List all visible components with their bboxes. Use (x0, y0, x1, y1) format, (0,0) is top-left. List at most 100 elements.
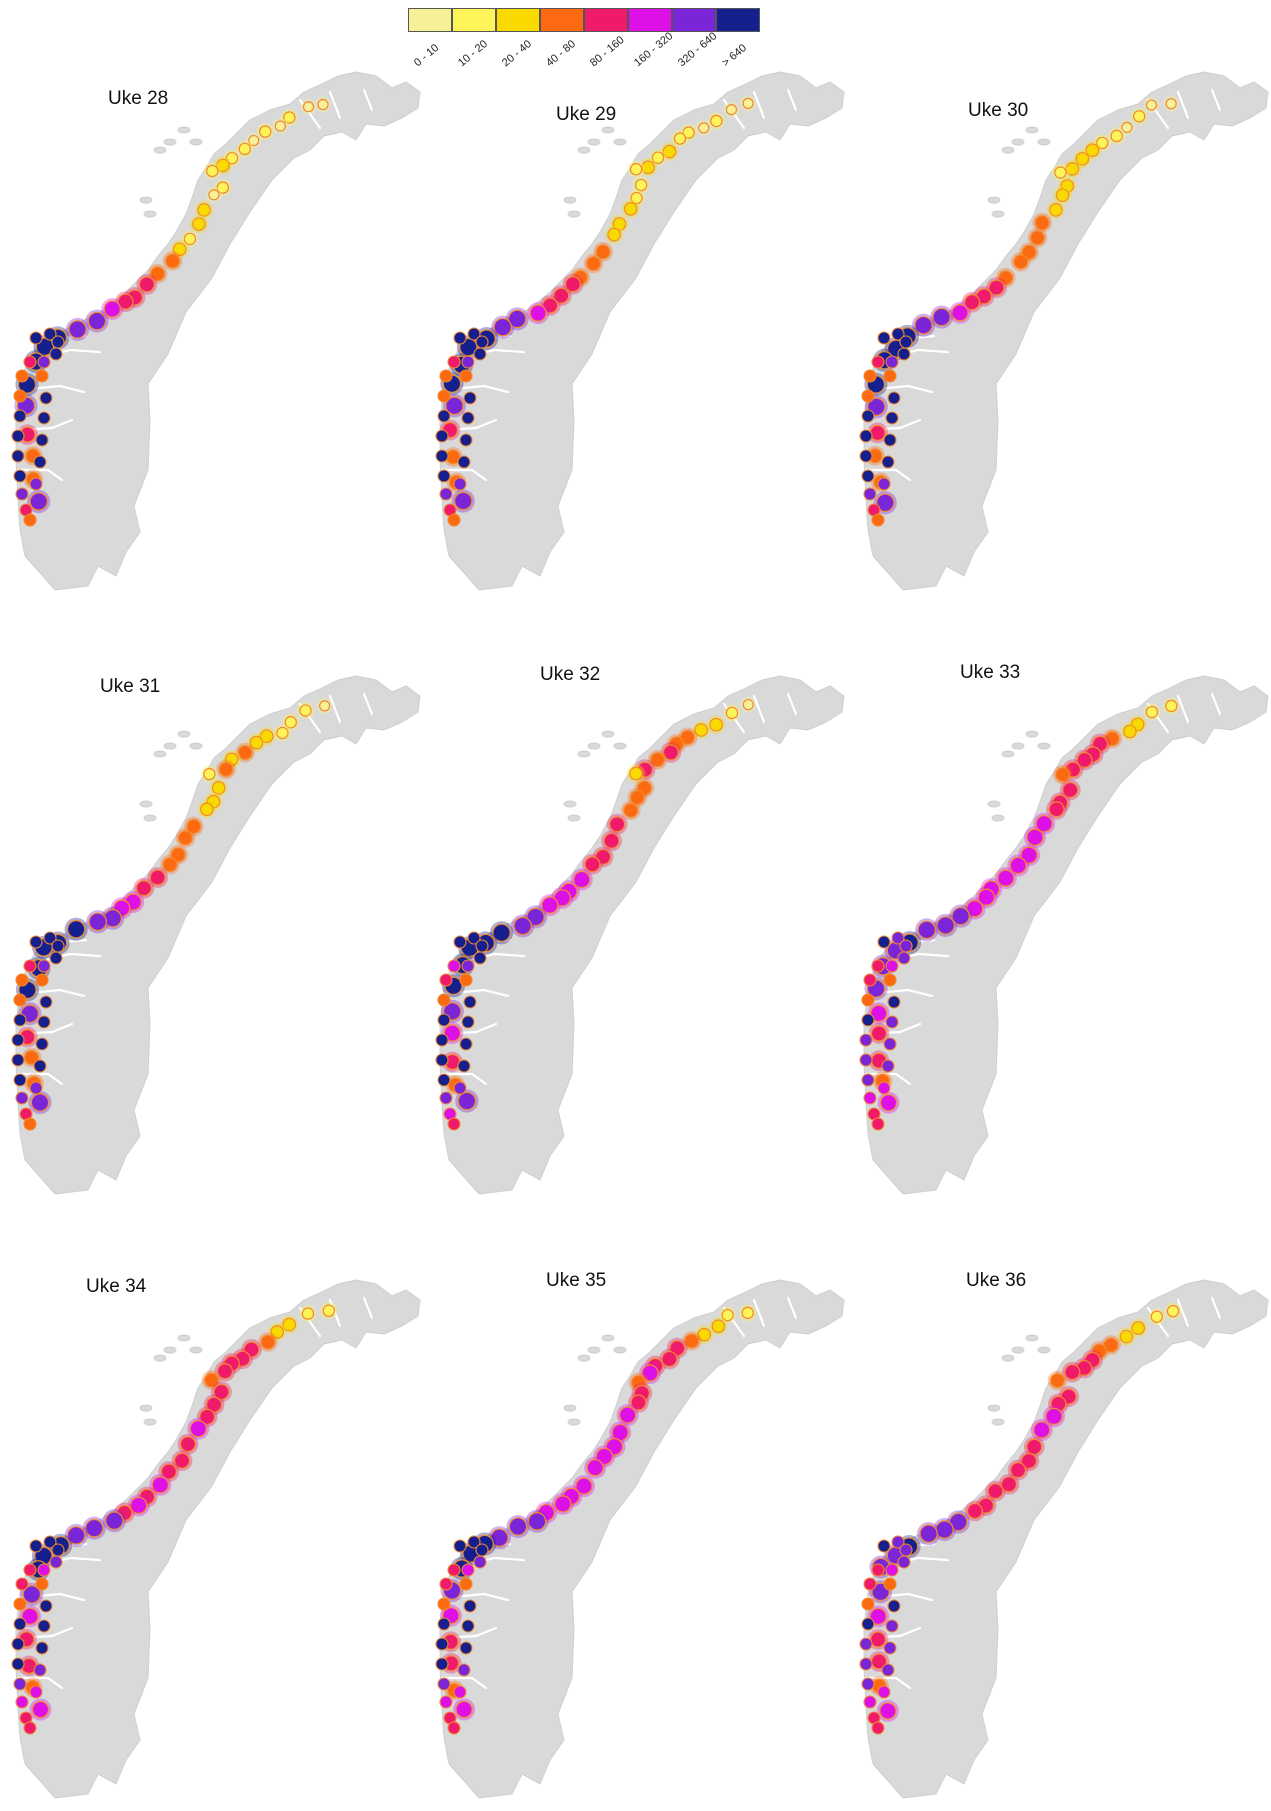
observation-site (447, 355, 461, 369)
observation-site (881, 455, 895, 469)
observation-site (711, 1319, 726, 1334)
observation-site (673, 132, 687, 145)
observation-site (1123, 724, 1137, 739)
observation-site (871, 1721, 885, 1735)
island (189, 138, 203, 146)
observation-site (461, 1619, 475, 1633)
observation-site (742, 699, 754, 711)
island (587, 138, 601, 146)
observation-site (741, 1306, 754, 1320)
observation-site (453, 1539, 467, 1553)
island (987, 196, 1001, 204)
observation-site (871, 513, 885, 527)
observation-site (23, 355, 37, 369)
observation-site (885, 1563, 899, 1577)
observation-site (997, 869, 1015, 887)
island (587, 742, 601, 750)
observation-site (1020, 846, 1038, 864)
observation-site (459, 369, 473, 383)
observation-site (117, 293, 134, 310)
observation-site (23, 1721, 37, 1735)
observation-site (165, 253, 180, 269)
observation-site (67, 1526, 86, 1545)
observation-site (437, 389, 451, 403)
fjord (328, 694, 342, 724)
fjord (362, 1296, 374, 1320)
observation-site (322, 1304, 336, 1317)
fjord (752, 694, 766, 724)
observation-site (39, 995, 53, 1009)
observation-site (1131, 1321, 1146, 1335)
fjord (752, 90, 766, 120)
observation-site (447, 959, 461, 973)
observation-site (1085, 143, 1100, 157)
observation-site (891, 1535, 905, 1549)
observation-site (869, 424, 886, 441)
observation-site (891, 327, 905, 341)
observation-site (863, 369, 877, 383)
observation-site (87, 311, 107, 331)
island (577, 750, 591, 758)
observation-site (1062, 781, 1079, 798)
observation-site (24, 1050, 39, 1065)
observation-site (13, 1617, 27, 1631)
observation-site (1165, 699, 1178, 713)
observation-site (439, 1091, 453, 1105)
fjord (362, 692, 374, 716)
observation-site (662, 144, 677, 159)
observation-site (103, 300, 121, 318)
legend: 0 - 10 10 - 20 20 - 40 40 - 80 80 - 160 160 -… (408, 8, 760, 118)
observation-site (526, 907, 545, 927)
observation-site (861, 409, 875, 423)
observation-site (573, 870, 591, 889)
observation-site (437, 1597, 451, 1611)
observation-site (461, 411, 475, 425)
island (1011, 742, 1025, 750)
observation-site (861, 993, 875, 1007)
observation-site (899, 335, 913, 349)
observation-site (172, 242, 187, 257)
observation-site (1103, 1337, 1119, 1353)
island (987, 800, 1001, 808)
week-title: Uke 29 (556, 104, 617, 125)
fjord (328, 1298, 342, 1328)
observation-site (453, 331, 467, 345)
observation-site (881, 1059, 895, 1073)
observation-site (15, 973, 29, 987)
island (991, 1418, 1005, 1426)
observation-site (541, 896, 559, 914)
norway-map (11, 1279, 421, 1799)
observation-site (883, 433, 897, 447)
observation-site (871, 959, 885, 973)
observation-site (135, 880, 152, 897)
observation-site (883, 369, 897, 383)
observation-site (877, 1081, 891, 1095)
observation-site (914, 316, 933, 335)
observation-site (88, 912, 107, 931)
observation-site (1076, 751, 1093, 768)
observation-site (461, 1015, 475, 1029)
island (153, 750, 167, 758)
observation-site (966, 1502, 983, 1519)
observation-site (988, 279, 1005, 296)
observation-site (459, 1577, 473, 1591)
observation-site (885, 1619, 899, 1633)
observation-site (225, 151, 239, 165)
norway-map (11, 675, 421, 1195)
island (613, 1346, 627, 1354)
fjord (440, 1072, 488, 1086)
island (163, 1346, 177, 1354)
observation-site (213, 1383, 230, 1400)
observation-site (459, 433, 473, 447)
observation-site (33, 1059, 47, 1073)
observation-site (861, 469, 875, 483)
observation-site (473, 347, 487, 361)
norway-landmass (439, 675, 845, 1195)
island (143, 814, 157, 822)
observation-site (883, 1037, 897, 1051)
observation-site (1030, 230, 1045, 246)
observation-site (11, 429, 25, 443)
observation-site (33, 455, 47, 469)
observation-site (461, 1563, 475, 1577)
fjord (440, 1676, 488, 1690)
